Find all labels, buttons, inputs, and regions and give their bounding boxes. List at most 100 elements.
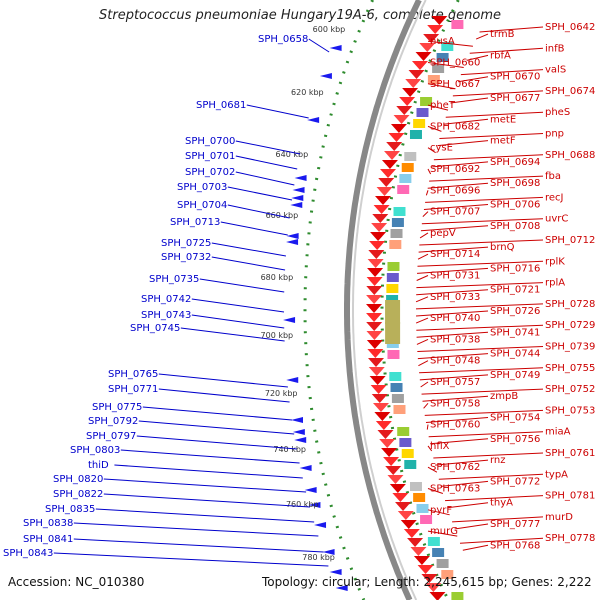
functional-category-block (427, 537, 440, 546)
plus-strand-gene-label: SPH_0698 (490, 178, 540, 189)
plus-label-connector (466, 54, 489, 61)
plus-strand-gene-label: infB (545, 43, 565, 54)
plus-label-connector (427, 182, 489, 189)
plus-label-connector (419, 367, 544, 374)
plus-strand-gene-arrow (371, 394, 388, 403)
plus-label-connector (417, 267, 489, 274)
functional-category-block (393, 405, 406, 414)
plus-strand-gene-label: pnp (545, 129, 564, 140)
plus-label-connector (427, 40, 473, 47)
plus-strand-gene-label: rnz (490, 455, 506, 466)
label-connectors (53, 26, 544, 567)
plus-label-connector (416, 338, 429, 345)
minus-label-connector (235, 140, 301, 155)
functional-category-block (427, 75, 440, 84)
plus-label-connector (459, 537, 544, 544)
plus-strand-gene-arrow (370, 232, 387, 241)
functional-category-block (451, 20, 464, 29)
functional-category-block (441, 570, 454, 579)
plus-label-connector (427, 488, 444, 494)
plus-label-connector (427, 83, 456, 90)
plus-strand-gene-arrow (389, 484, 406, 493)
plus-strand-gene-arrow (405, 79, 422, 88)
plus-strand-gene-label: nusA (430, 36, 455, 47)
plus-strand-gene-arrow (366, 286, 383, 295)
plus-strand-gene-arrow (403, 529, 420, 538)
minus-strand-gene-arrow (329, 45, 342, 51)
plus-strand-gene-arrow (377, 430, 394, 439)
plus-label-connector (424, 409, 544, 416)
plus-strand-gene-arrow (397, 511, 414, 520)
minus-strand-gene-arrow (304, 487, 317, 493)
plus-label-connector (443, 118, 489, 125)
plus-strand-gene-arrow (423, 34, 440, 43)
plus-strand-gene-label: SPH_0756 (490, 434, 540, 445)
plus-strand-gene-arrow (408, 70, 425, 79)
plus-label-connector (421, 388, 544, 395)
plus-strand-gene-arrow (385, 466, 402, 475)
minus-strand-gene-label: SPH_0745 (130, 323, 180, 334)
functional-category-block (416, 504, 429, 513)
plus-strand-gene-label: zmpB (490, 391, 518, 402)
minus-strand-gene-arrow (319, 73, 332, 79)
minus-label-connector (246, 104, 309, 119)
plus-label-connector (427, 104, 449, 111)
topology-text: Topology: circular; Length: 2,245,615 bp… (262, 575, 592, 589)
minus-label-connector (53, 552, 329, 567)
plus-strand-gene-label: pheT (430, 100, 456, 111)
plus-strand-gene-label: SPH_0708 (490, 221, 540, 232)
outer-tick-ring (303, 0, 374, 600)
plus-label-connector (417, 346, 544, 352)
minus-strand-gene-label: SPH_0838 (23, 518, 73, 529)
plus-label-connector (447, 502, 489, 509)
plus-strand-gene-arrow (380, 169, 397, 178)
functional-category-block (390, 383, 403, 392)
functional-category-block (387, 350, 400, 359)
functional-category-block (390, 229, 403, 238)
plus-strand-gene-arrow (379, 439, 396, 448)
plus-strand-gene-label: SPH_0674 (545, 86, 595, 97)
plus-strand-gene-label: SPH_0714 (430, 249, 480, 260)
plus-label-connector (427, 62, 464, 68)
plus-strand-gene-arrow (372, 214, 389, 223)
minus-strand-gene-label: SPH_0713 (170, 217, 220, 228)
minus-strand-gene-label: SPH_0792 (88, 416, 138, 427)
plus-strand-gene-label: SPH_0761 (545, 448, 595, 459)
minus-strand-gene-arrow (307, 117, 320, 123)
plus-label-connector (418, 360, 429, 367)
scale-tick-label: 620 kbp (291, 88, 324, 97)
minus-strand-gene-label: SPH_0765 (108, 369, 158, 380)
plus-strand-gene-label: SPH_0740 (430, 313, 480, 324)
plus-label-connector (452, 90, 544, 97)
plus-strand-gene-arrow (400, 520, 417, 529)
plus-strand-gene-label: recJ (545, 192, 564, 203)
functional-category-block (393, 207, 406, 216)
plus-strand-gene-label: SPH_0660 (430, 58, 480, 69)
plus-strand-gene-arrow (390, 124, 407, 133)
plus-strand-gene-arrow (421, 574, 438, 583)
functional-category-block (436, 53, 449, 62)
functional-category-block (413, 493, 426, 502)
plus-strand-gene-label: SPH_0716 (490, 263, 540, 274)
gene-features (283, 16, 464, 600)
functional-category-block (451, 592, 464, 600)
plus-strand-gene-arrow (387, 475, 404, 484)
functional-category-block (397, 427, 410, 436)
plus-strand-gene-label: SPH_0738 (430, 334, 480, 345)
plus-label-connector (479, 26, 544, 33)
plus-label-connector (421, 218, 544, 225)
minus-strand-gene-label: SPH_0681 (196, 100, 246, 111)
plus-strand-gene-arrow (375, 421, 392, 430)
scale-tick-label: 640 kbp (276, 150, 309, 159)
plus-strand-gene-arrow (368, 367, 385, 376)
plus-strand-gene-arrow (407, 538, 424, 547)
plus-label-connector (458, 76, 489, 83)
functional-category-block (401, 163, 414, 172)
plus-strand-gene-arrow (371, 223, 388, 232)
plus-strand-gene-label: SPH_0748 (430, 356, 480, 367)
functional-category-block (389, 372, 402, 381)
plus-strand-gene-arrow (372, 403, 389, 412)
plus-strand-gene-label: SPH_0749 (490, 370, 540, 381)
plus-strand-gene-arrow (383, 457, 400, 466)
minus-strand-gene-arrow (294, 437, 307, 443)
